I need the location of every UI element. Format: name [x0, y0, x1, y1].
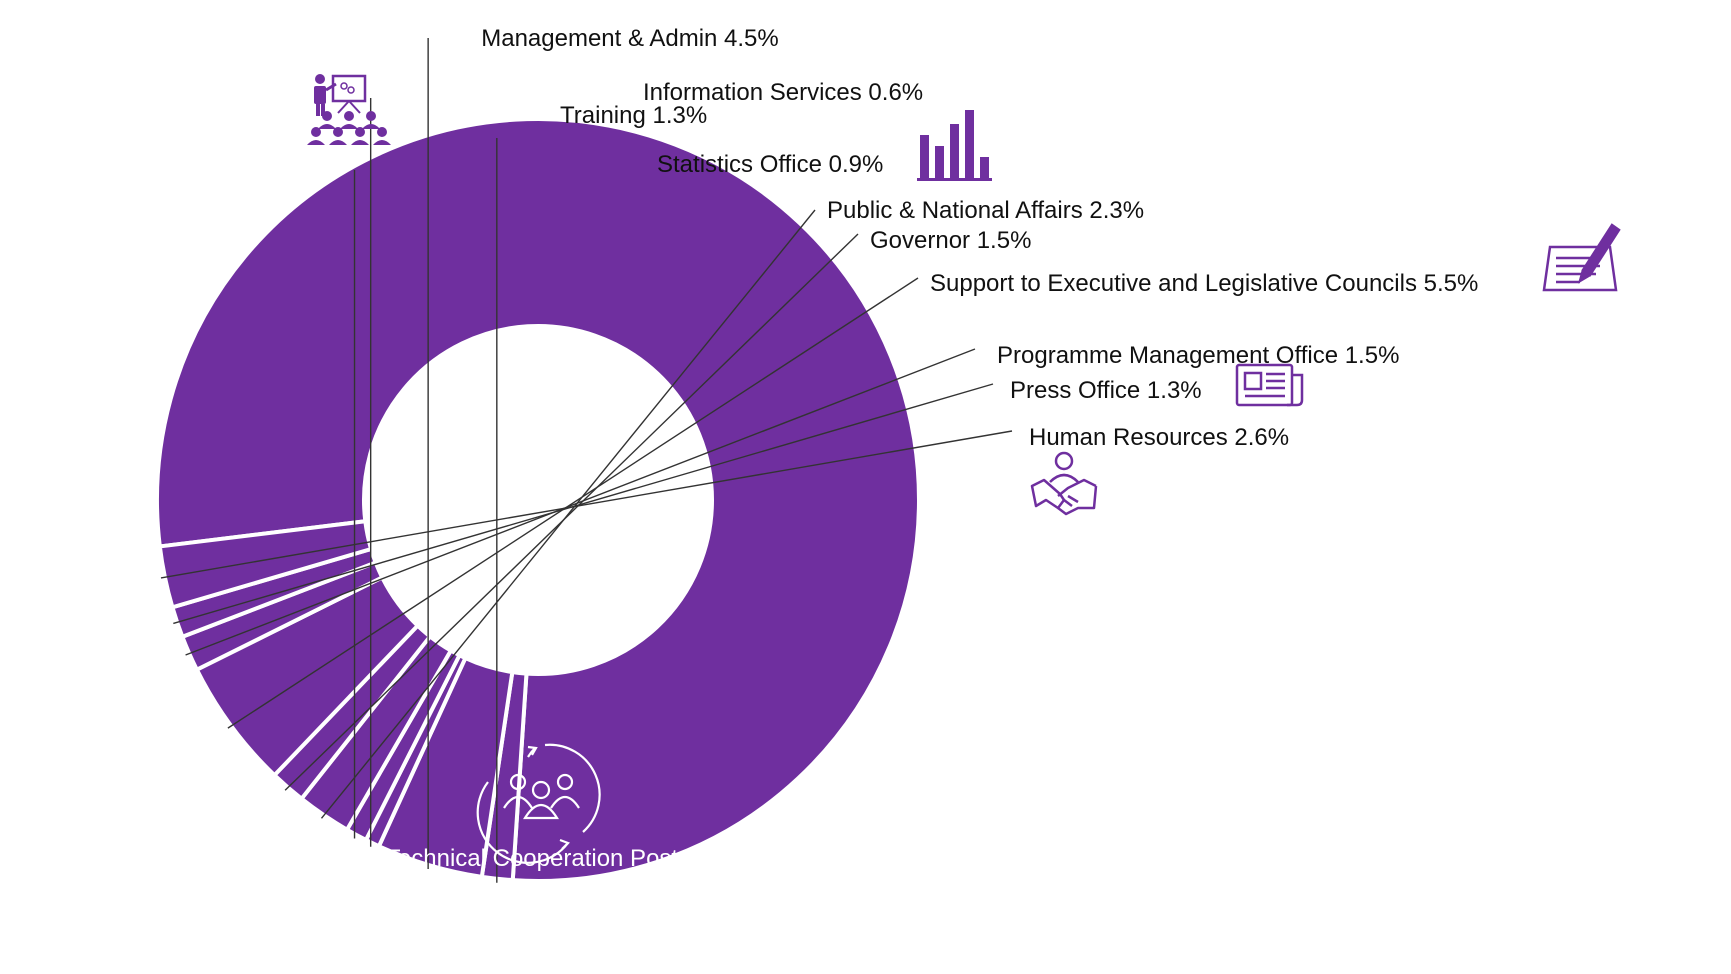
slice-labels: Training 1.3% Management & Admin 4.5% Info… — [481, 25, 1478, 451]
slice-label: Governor 1.5% — [870, 227, 1031, 254]
leader-line — [173, 383, 994, 625]
leader-line — [185, 348, 976, 656]
slice-label: Support to Executive and Legislative Cou… — [930, 270, 1478, 297]
team-cycle-icon — [476, 743, 601, 864]
bar-chart-icon — [917, 110, 992, 181]
slice-label: Human Resources 2.6% — [1029, 424, 1289, 451]
slice-label: Public & National Affairs 2.3% — [827, 197, 1144, 224]
center-category-label: Technical Cooperation Posts — [386, 845, 690, 872]
slice-label: Training 1.3% — [560, 102, 707, 129]
center-value-label: 78% — [514, 881, 562, 908]
training-presentation-icon — [307, 74, 391, 145]
slice-label: Statistics Office 0.9% — [657, 151, 883, 178]
slice-label: Press Office 1.3% — [1010, 377, 1202, 404]
donut-slices — [155, 117, 921, 883]
document-pen-icon — [1542, 223, 1621, 292]
slice-technical-cooperation-posts — [155, 117, 921, 883]
leader-line — [160, 430, 1013, 579]
newspaper-icon — [1235, 363, 1304, 407]
leader-line — [320, 209, 816, 819]
handshake-icon — [1030, 451, 1098, 516]
leader-lines — [160, 38, 1013, 883]
slice-label: Management & Admin 4.5% — [481, 25, 779, 52]
leader-line — [284, 233, 859, 791]
slice-label: Programme Management Office 1.5% — [997, 342, 1399, 369]
leader-line — [227, 277, 919, 729]
slice-label: Information Services 0.6% — [643, 79, 923, 106]
